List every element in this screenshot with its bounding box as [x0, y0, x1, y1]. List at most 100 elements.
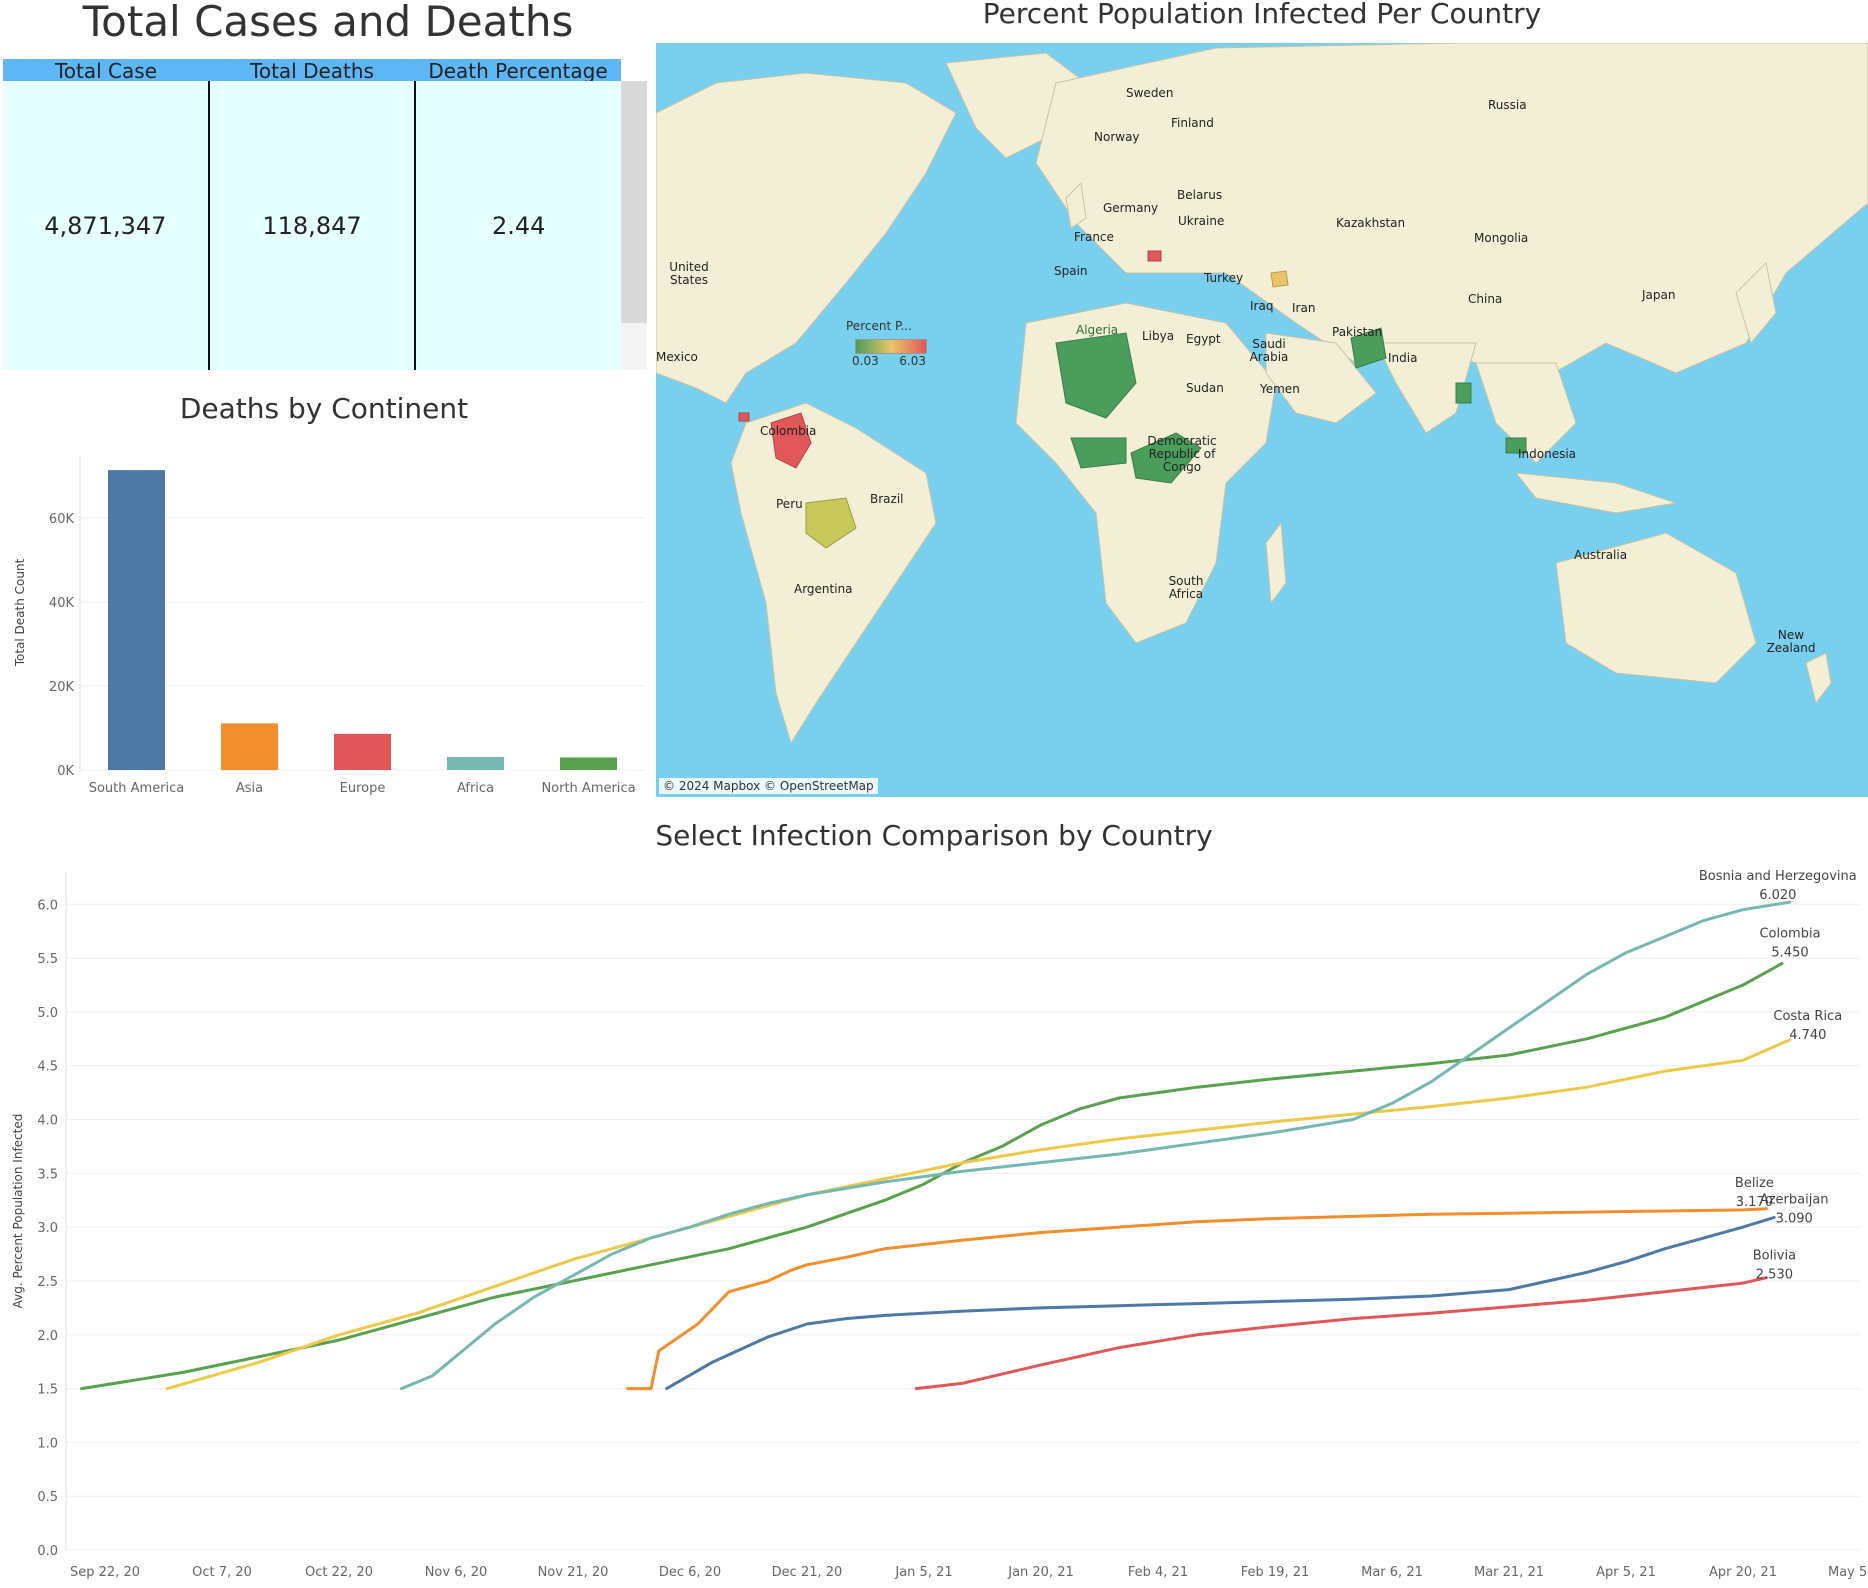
- map-label-mexico: Mexico: [656, 350, 698, 364]
- country-algeria: [1055, 332, 1137, 419]
- line-x-tick-label: Jan 20, 21: [1007, 1565, 1074, 1580]
- kpi-header-row: Total Case Total Deaths Death Percentage: [3, 59, 621, 83]
- map-label-sweden: Sweden: [1126, 86, 1174, 100]
- line-series-costa-rica: [165, 1038, 1792, 1391]
- map-credit[interactable]: © 2024 Mapbox © OpenStreetMap: [659, 778, 878, 794]
- kpi-body-row: 4,871,347 118,847 2.44: [3, 81, 621, 370]
- line-series-azerbaijan: [665, 1216, 1776, 1391]
- line-x-tick-label: Feb 19, 21: [1241, 1565, 1310, 1580]
- line-y-tick-label: 1.5: [37, 1383, 58, 1398]
- map-label-australia: Australia: [1574, 548, 1628, 562]
- map-label-india: India: [1388, 351, 1418, 365]
- map-label-japan: Japan: [1642, 288, 1676, 302]
- landmass-southeast-asia: [1475, 362, 1577, 464]
- kpi-header-total-case: Total Case: [54, 59, 157, 83]
- country-bosnia: [1147, 250, 1162, 262]
- line-end-label-value: 4.740: [1789, 1028, 1826, 1043]
- map-label-pakistan: Pakistan: [1332, 325, 1383, 339]
- map-label-norway: Norway: [1094, 130, 1140, 144]
- map-label-indonesia: Indonesia: [1518, 447, 1577, 461]
- country-costa-rica: [738, 412, 750, 422]
- landmass-north-america: [656, 72, 957, 404]
- bar-category-label: Europe: [340, 781, 386, 796]
- kpi-title: Total Cases and Deaths: [82, 0, 574, 46]
- line-end-label-name: Colombia: [1759, 926, 1820, 941]
- map-label-new-zealand: New Zealand: [1766, 628, 1816, 655]
- map-label-egypt: Egypt: [1186, 332, 1221, 346]
- map-label-libya: Libya: [1142, 329, 1175, 343]
- line-end-label-name: Costa Rica: [1773, 1009, 1842, 1024]
- map-label-ukraine: Ukraine: [1178, 214, 1225, 228]
- line-x-tick-label: Sep 22, 20: [70, 1565, 140, 1580]
- line-y-tick-label: 6.0: [37, 898, 58, 913]
- line-y-tick-label: 5.0: [37, 1006, 58, 1021]
- line-x-tick-label: Mar 21, 21: [1474, 1565, 1544, 1580]
- line-end-label-name: Azerbaijan: [1760, 1192, 1829, 1207]
- map-label-saudi-arabia: Saudi Arabia: [1249, 337, 1289, 364]
- line-end-label-value: 3.090: [1776, 1211, 1813, 1226]
- line-x-tick-label: Nov 21, 20: [538, 1565, 609, 1580]
- line-y-tick-label: 2.0: [37, 1329, 58, 1344]
- map-label-south-africa: South Africa: [1168, 574, 1204, 601]
- line-x-tick-label: Dec 6, 20: [659, 1565, 721, 1580]
- map-label-france: France: [1074, 230, 1114, 244]
- kpi-scrollbar-track[interactable]: [621, 323, 647, 370]
- map-legend-range: 0.03 6.03: [852, 354, 926, 368]
- map-legend-colorbar: [855, 339, 927, 354]
- map-label-yemen: Yemen: [1260, 382, 1300, 396]
- line-series-bolivia: [914, 1276, 1768, 1391]
- line-end-label-name: Belize: [1735, 1176, 1774, 1191]
- bar-category-label: South America: [89, 781, 185, 796]
- line-x-tick-label: May 5, 21: [1828, 1565, 1868, 1580]
- line-x-tick-label: Oct 22, 20: [305, 1565, 373, 1580]
- map-legend-min: 0.03: [852, 354, 879, 368]
- line-series-colombia: [80, 962, 1784, 1391]
- line-y-axis-title: Avg. Percent Population Infected: [11, 1114, 25, 1309]
- bar-y-tick-label: 0K: [57, 764, 74, 779]
- country-central-africa: [1130, 432, 1202, 484]
- line-x-tick-label: Nov 6, 20: [425, 1565, 488, 1580]
- map-label-germany: Germany: [1103, 201, 1159, 215]
- country-west-africa: [1070, 437, 1127, 469]
- landmass-arabia: [1265, 332, 1377, 424]
- bar-africa: [447, 756, 504, 770]
- map-label-spain: Spain: [1054, 264, 1088, 278]
- line-end-label-value: 6.020: [1759, 888, 1796, 903]
- line-y-tick-label: 2.5: [37, 1275, 58, 1290]
- map-label-finland: Finland: [1171, 116, 1214, 130]
- map-label-belarus: Belarus: [1177, 188, 1223, 202]
- line-end-label-name: Bolivia: [1753, 1249, 1796, 1264]
- landmass-japan: [1735, 261, 1777, 345]
- line-x-tick-label: Apr 5, 21: [1596, 1565, 1656, 1580]
- world-map[interactable]: Sweden Finland Norway Russia Belarus Ger…: [656, 43, 1868, 797]
- map-label-russia: Russia: [1488, 98, 1527, 112]
- bar-y-axis-title: Total Death Count: [13, 558, 27, 667]
- map-label-kazakhstan: Kazakhstan: [1336, 216, 1406, 230]
- kpi-total-case-value: 4,871,347: [44, 211, 167, 240]
- line-series-belize: [626, 1207, 1768, 1391]
- map-legend-title: Percent P...: [846, 319, 912, 333]
- map-label-china: China: [1468, 292, 1503, 306]
- line-y-tick-label: 1.0: [37, 1436, 58, 1451]
- map-label-algeria: Algeria: [1076, 323, 1119, 337]
- line-series-bosnia-and-herzegovina: [399, 900, 1792, 1391]
- map-label-drc: Democratic Republic of Congo: [1147, 434, 1217, 474]
- line-x-tick-label: Mar 6, 21: [1361, 1565, 1423, 1580]
- bar-asia: [221, 723, 278, 770]
- line-x-tick-label: Jan 5, 21: [894, 1565, 952, 1580]
- kpi-scrollbar-thumb[interactable]: [621, 81, 647, 323]
- country-bolivia: [805, 497, 857, 549]
- landmass-india: [1375, 342, 1477, 434]
- line-y-tick-label: 5.5: [37, 952, 58, 967]
- map-label-iran: Iran: [1292, 301, 1316, 315]
- bar-category-label: Africa: [457, 781, 494, 796]
- line-x-tick-label: Dec 21, 20: [772, 1565, 843, 1580]
- map-svg: [656, 43, 1868, 745]
- landmass-south-america: [730, 402, 937, 745]
- line-y-tick-label: 3.0: [37, 1221, 58, 1236]
- map-label-colombia: Colombia: [760, 424, 817, 438]
- landmass-uk: [1065, 181, 1087, 229]
- kpi-divider: [207, 81, 210, 370]
- kpi-divider: [414, 81, 417, 370]
- map-label-argentina: Argentina: [794, 582, 853, 596]
